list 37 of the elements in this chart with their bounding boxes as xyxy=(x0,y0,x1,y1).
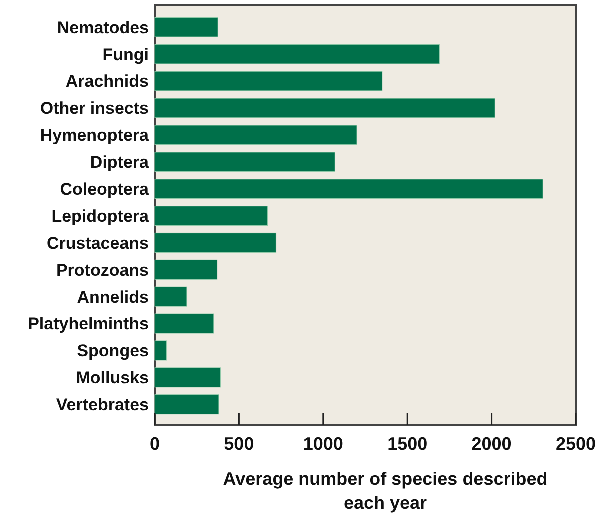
bar xyxy=(154,125,358,146)
y-tick-label: Fungi xyxy=(102,45,149,64)
bar xyxy=(154,152,336,172)
y-tick-label: Other insects xyxy=(40,99,149,118)
y-tick-label: Protozoans xyxy=(56,260,149,280)
y-tick-label: Annelids xyxy=(77,288,149,307)
x-axis-title: Average number of species described each year xyxy=(223,469,548,513)
bar xyxy=(154,286,188,307)
y-tick-label: Diptera xyxy=(90,153,150,172)
bar xyxy=(154,260,218,280)
y-tick-label: Coleoptera xyxy=(60,180,150,200)
bar xyxy=(154,98,496,118)
y-tick-label: Vertebrates xyxy=(56,396,149,415)
y-tick-label: Crustaceans xyxy=(46,234,149,253)
y-tick-label: Platyhelminths xyxy=(28,314,149,334)
y-tick-label: Arachnids xyxy=(66,72,149,92)
y-tick-label: Lepidoptera xyxy=(52,206,150,226)
x-tick-label: 0 xyxy=(150,434,160,454)
bar xyxy=(154,179,544,200)
y-tick-label: Sponges xyxy=(77,342,149,361)
x-tick-label: 2000 xyxy=(472,434,512,454)
x-tick-label: 2500 xyxy=(556,434,596,454)
bar xyxy=(154,340,168,361)
x-tick-label: 1500 xyxy=(388,434,428,454)
y-tick-label: Mollusks xyxy=(76,368,149,388)
bar xyxy=(154,314,214,334)
y-tick-label: Nematodes xyxy=(57,18,149,38)
bar xyxy=(154,71,383,92)
y-tick-label: Hymenoptera xyxy=(40,126,150,146)
bar xyxy=(154,394,220,415)
bar xyxy=(154,368,221,388)
x-tick-label: 1000 xyxy=(303,434,344,454)
bar xyxy=(154,17,218,38)
bar xyxy=(154,44,440,64)
bar xyxy=(154,232,277,253)
x-tick-label: 500 xyxy=(224,434,254,454)
bar xyxy=(154,206,268,226)
